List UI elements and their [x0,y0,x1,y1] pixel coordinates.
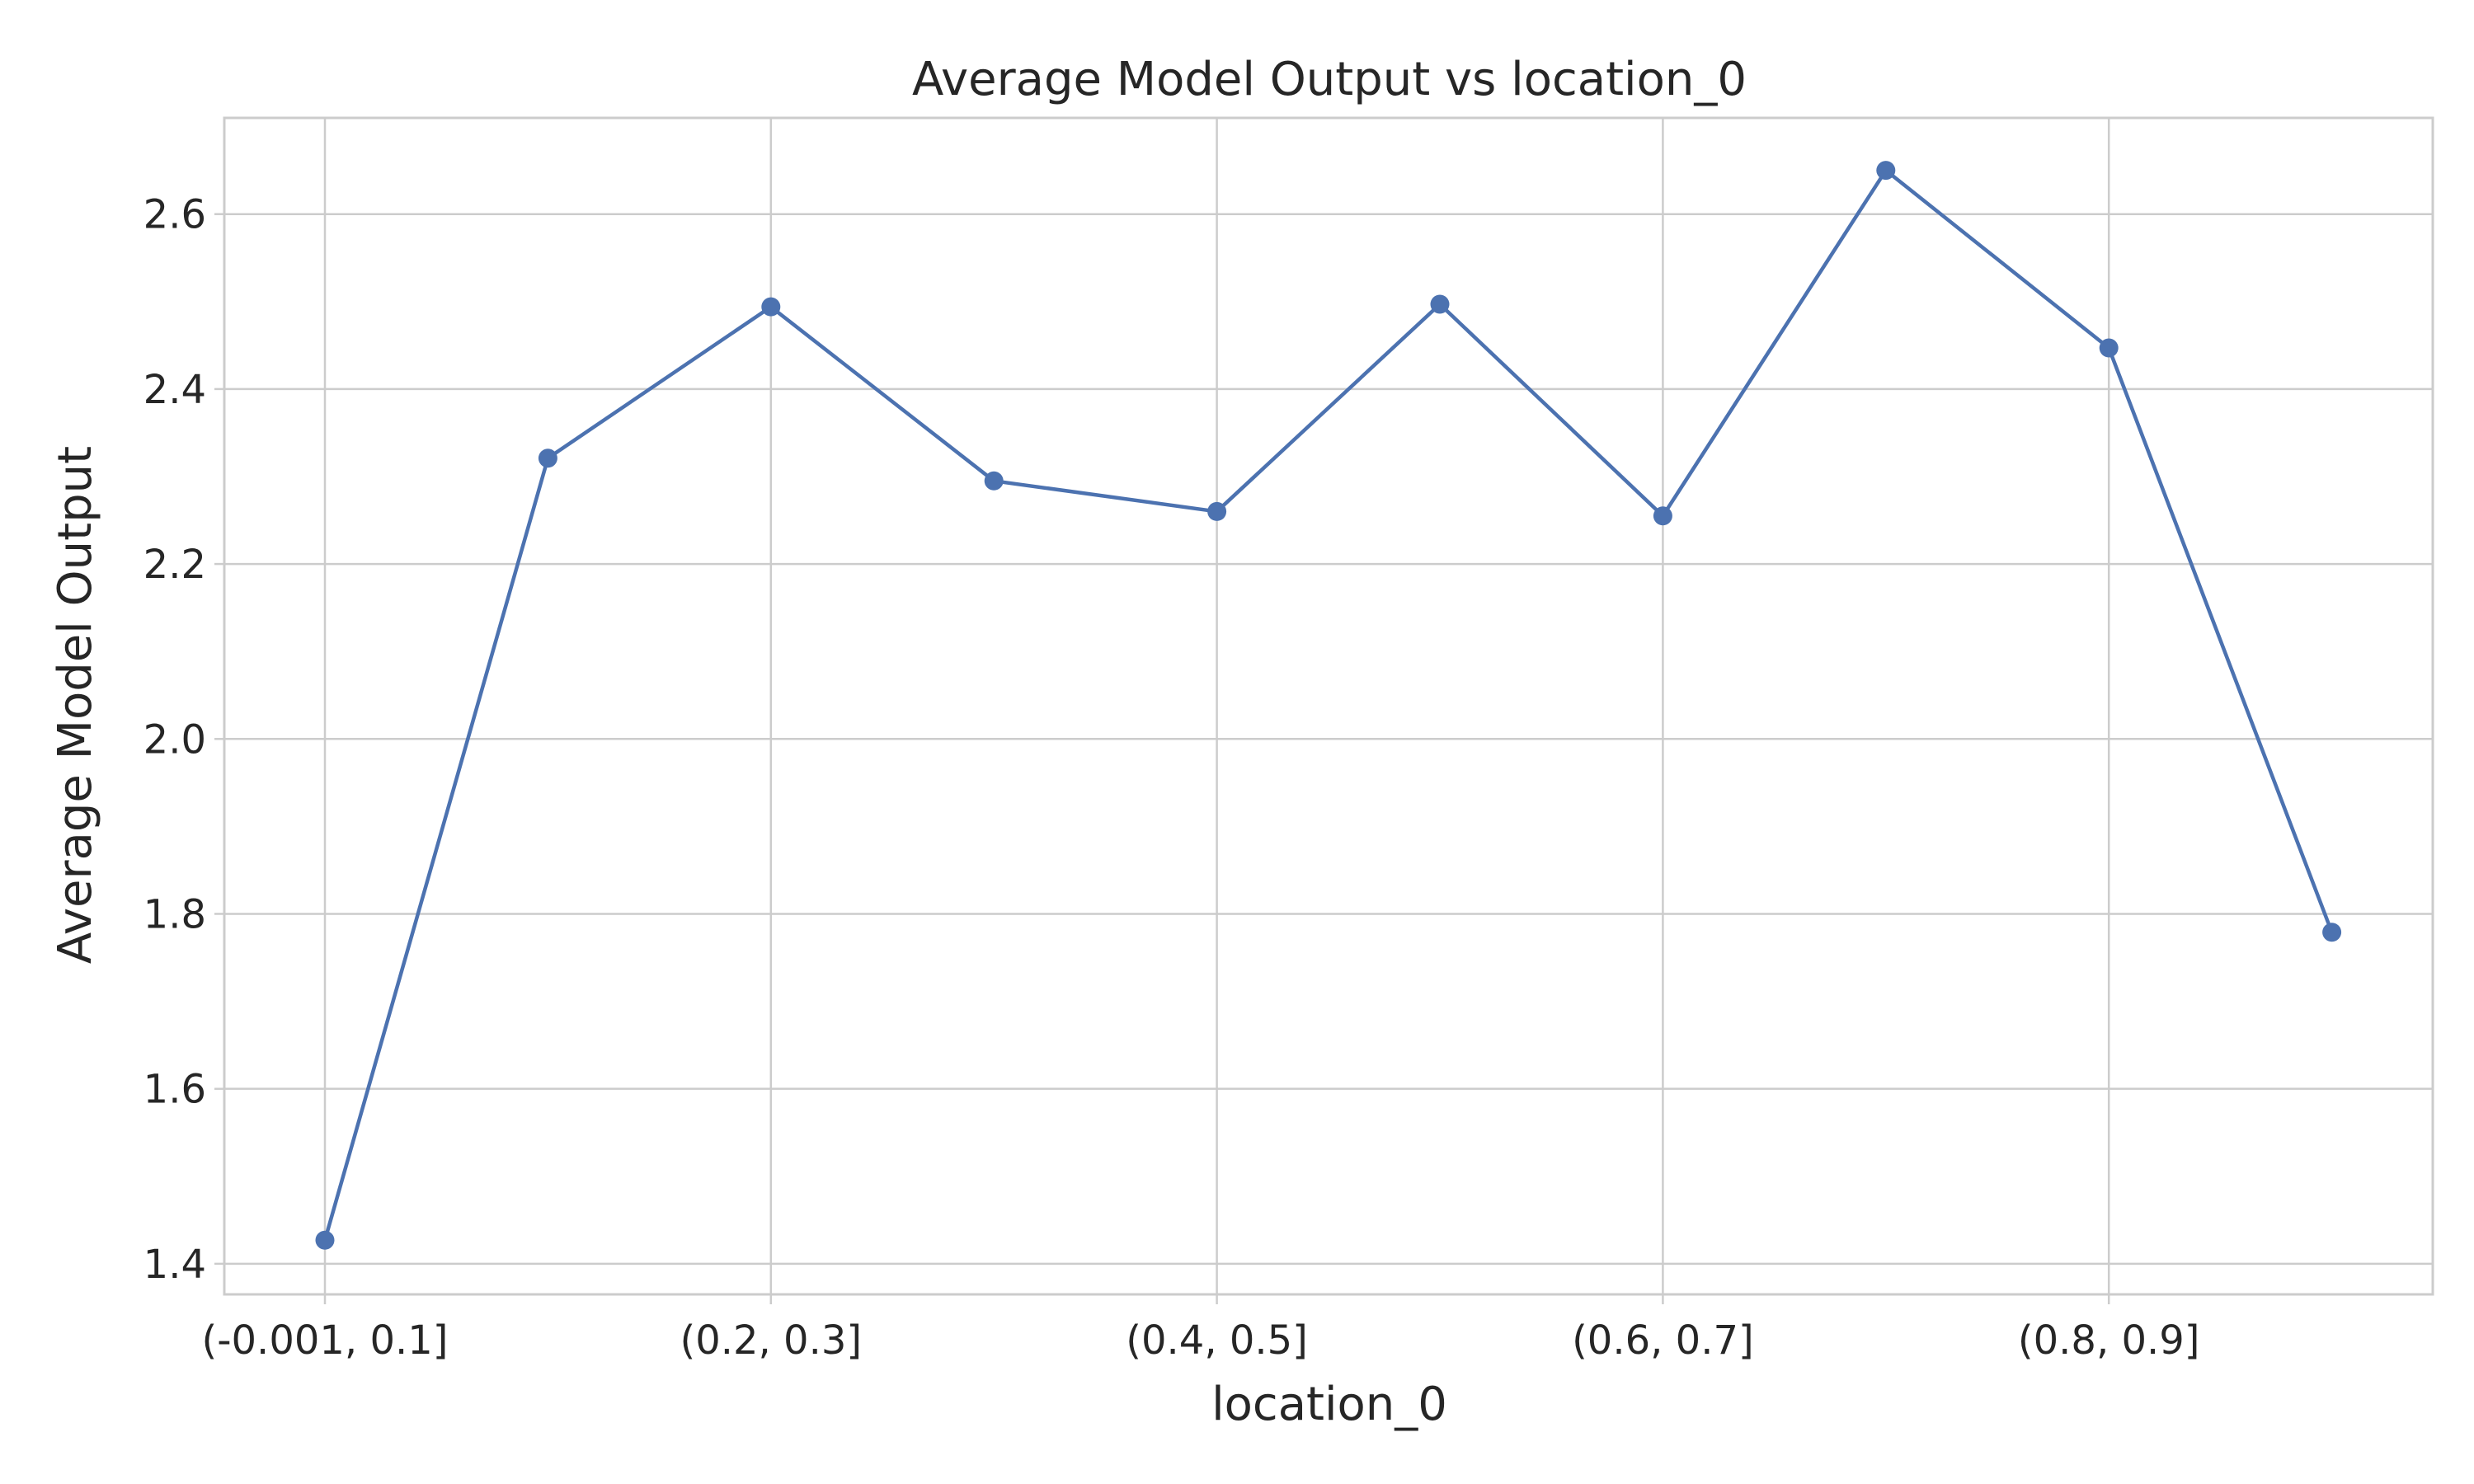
y-axis-label: Average Model Output [49,446,102,964]
plot-frame [223,116,2434,1296]
grid-lines [224,118,2433,1294]
x-axis-label: location_0 [1211,1378,1447,1431]
data-point [1876,161,1896,181]
y-tick-label: 1.8 [143,891,206,937]
data-point [1430,294,1450,314]
data-point [761,297,781,317]
y-tick-label: 1.4 [143,1242,206,1288]
data-point [1207,501,1227,521]
y-tick-label: 2.0 [143,716,206,763]
x-tick-label: (0.6, 0.7] [1572,1317,1754,1364]
axis-ticks: 1.4 1.6 1.8 2.0 2.2 2.4 2.6 (-0.001, 0.1] (0.2, … [143,192,2200,1364]
data-point [1653,506,1672,526]
series-line [322,168,2334,1241]
data-point [984,471,1004,491]
data-point [2099,338,2119,358]
x-tick-label: (-0.001, 0.1] [201,1317,448,1364]
x-tick-label: (0.2, 0.3] [680,1317,862,1364]
y-tick-label: 1.6 [143,1067,206,1113]
data-point [315,1230,335,1250]
y-tick-label: 2.6 [143,192,206,238]
data-point [538,448,557,468]
y-tick-label: 2.2 [143,542,206,588]
data-point [2322,923,2342,942]
y-tick-label: 2.4 [143,367,206,413]
x-tick-label: (0.4, 0.5] [1126,1317,1308,1364]
series-line-layer [315,161,2342,1250]
x-tick-label: (0.8, 0.9] [2018,1317,2200,1364]
chart-title: Average Model Output vs location_0 [912,53,1747,106]
